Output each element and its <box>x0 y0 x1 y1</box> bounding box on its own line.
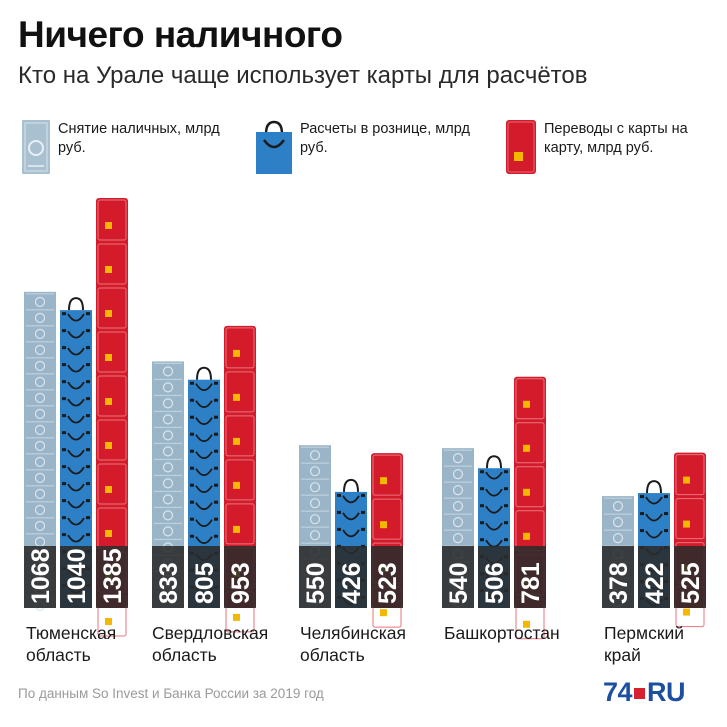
value-label: 422 <box>641 562 669 604</box>
value-label-bg <box>152 546 184 608</box>
value-label: 506 <box>481 562 509 604</box>
value-label: 833 <box>155 562 183 604</box>
value-label-bg <box>602 546 634 608</box>
value-label-bg <box>478 546 510 608</box>
value-label: 525 <box>677 562 705 604</box>
value-label-bg <box>60 546 92 608</box>
brand-number: 74 <box>603 677 633 707</box>
value-label-bg <box>299 546 331 608</box>
shopping-bag-icon <box>256 120 292 174</box>
value-label-bg <box>674 546 706 608</box>
banknote-stack-icon <box>22 120 50 174</box>
value-label: 781 <box>517 562 545 604</box>
value-label-bg <box>96 546 128 608</box>
region-label: Пермский край <box>604 623 685 665</box>
value-label: 523 <box>374 562 402 604</box>
bar-transfer <box>224 325 256 633</box>
region-label: Башкортостан <box>444 623 560 643</box>
legend-item-retail: Расчеты в рознице, млрд руб. <box>256 120 475 174</box>
chart-title: Ничего наличного <box>18 14 343 55</box>
value-label-bg <box>514 546 546 608</box>
value-label-bg <box>371 546 403 608</box>
region-label: Челябинская область <box>300 623 406 665</box>
bank-card-icon <box>506 120 536 174</box>
legend-label-retail: Расчеты в рознице, млрд руб. <box>300 121 470 156</box>
brand-dot <box>634 688 646 699</box>
value-label: 1068 <box>27 548 55 604</box>
value-label: 426 <box>338 562 366 604</box>
value-label-bg <box>442 546 474 608</box>
value-label-bg <box>335 546 367 608</box>
brand-ru: RU <box>647 677 686 707</box>
legend-label-cash: Снятие наличных, млрд руб. <box>58 121 220 156</box>
bar-transfer <box>96 198 128 637</box>
value-label: 1385 <box>99 548 127 604</box>
value-label-bg <box>188 546 220 608</box>
region-label: Свердловская область <box>152 623 269 665</box>
value-label-bg <box>24 546 56 608</box>
value-label: 540 <box>445 562 473 604</box>
value-label-bg <box>224 546 256 608</box>
value-label: 1040 <box>63 548 91 604</box>
legend-label-transfer: Переводы с карты на карту, млрд руб. <box>544 121 688 156</box>
value-label: 805 <box>191 562 219 604</box>
region-label: Тюменская область <box>26 623 117 665</box>
brand-logo: 74 RU <box>603 677 686 708</box>
value-label-bg <box>638 546 670 608</box>
value-label: 550 <box>302 562 330 604</box>
value-label: 953 <box>227 562 255 604</box>
value-label: 378 <box>605 562 633 604</box>
legend-item-transfer: Переводы с карты на карту, млрд руб. <box>506 120 719 174</box>
legend-item-cash: Снятие наличных, млрд руб. <box>22 120 233 174</box>
chart-subtitle: Кто на Урале чаще использует карты для р… <box>18 62 588 89</box>
source-note: По данным So Invest и Банка России за 20… <box>18 686 324 701</box>
